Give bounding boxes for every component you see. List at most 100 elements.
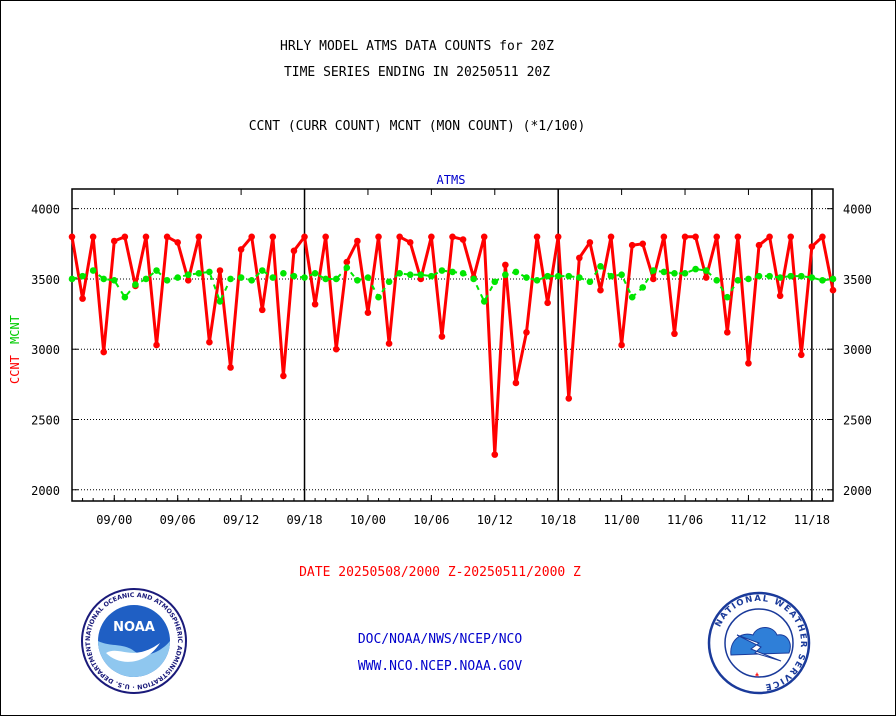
data-point-ccnt: [290, 247, 298, 255]
data-point-mcnt: [258, 267, 266, 274]
data-point-mcnt: [343, 264, 351, 272]
data-point-mcnt: [68, 275, 76, 283]
data-point-ccnt: [650, 275, 657, 283]
data-point-ccnt: [766, 233, 773, 241]
data-point-ccnt: [607, 233, 615, 241]
data-point-ccnt: [375, 233, 382, 241]
data-point-ccnt: [227, 364, 234, 371]
x-tick-label: 09/00: [96, 513, 132, 527]
data-point-mcnt: [512, 268, 520, 276]
data-point-ccnt: [660, 233, 668, 241]
data-point-mcnt: [132, 281, 139, 288]
y-tick-label: 3500: [31, 273, 60, 287]
data-point-ccnt: [544, 299, 551, 307]
data-point-ccnt: [787, 233, 795, 241]
data-point-mcnt: [206, 268, 213, 276]
data-point-mcnt: [480, 298, 488, 305]
data-point-ccnt: [808, 243, 816, 250]
data-point-ccnt: [702, 274, 710, 281]
data-point-mcnt: [660, 268, 668, 276]
x-tick-label: 11/12: [730, 513, 766, 527]
data-point-ccnt: [343, 258, 351, 266]
data-point-ccnt: [819, 233, 826, 241]
data-point-ccnt: [184, 277, 192, 284]
data-point-ccnt: [311, 300, 319, 308]
data-point-ccnt: [89, 233, 97, 241]
data-point-ccnt: [565, 395, 573, 402]
data-point-mcnt: [618, 271, 625, 279]
data-point-mcnt: [428, 272, 435, 280]
data-point-ccnt: [480, 233, 488, 241]
data-point-ccnt: [364, 309, 372, 316]
data-point-mcnt: [755, 272, 763, 280]
data-point-ccnt: [110, 237, 118, 245]
nws-logo: NATIONAL WEATHER SERVICE: [707, 591, 811, 695]
data-point-ccnt: [618, 341, 625, 349]
data-point-ccnt: [121, 233, 129, 241]
data-point-mcnt: [692, 265, 699, 273]
data-point-ccnt: [332, 345, 340, 353]
data-point-mcnt: [385, 278, 393, 286]
data-point-mcnt: [417, 271, 425, 279]
data-point-mcnt: [797, 272, 805, 280]
x-tick-label: 11/06: [667, 513, 703, 527]
data-point-mcnt: [491, 278, 499, 286]
footer-url[interactable]: WWW.NCO.NCEP.NOAA.GOV: [357, 659, 523, 674]
data-point-mcnt: [576, 274, 583, 281]
x-tick-label: 09/06: [160, 513, 196, 527]
data-point-ccnt: [797, 351, 805, 359]
data-point-mcnt: [554, 272, 562, 280]
chart-title: HRLY MODEL ATMS DATA COUNTS for 20Z: [280, 39, 554, 54]
data-point-mcnt: [628, 293, 636, 301]
data-point-ccnt: [724, 329, 731, 336]
data-point-mcnt: [121, 293, 129, 301]
data-point-mcnt: [322, 275, 329, 283]
data-point-mcnt: [787, 272, 795, 280]
data-point-ccnt: [438, 333, 446, 340]
data-point-mcnt: [819, 277, 826, 284]
data-point-mcnt: [89, 267, 97, 274]
data-point-ccnt: [502, 261, 509, 269]
data-point-mcnt: [533, 277, 541, 284]
data-point-ccnt: [354, 237, 361, 245]
data-point-ccnt: [554, 233, 562, 241]
data-point-ccnt: [206, 338, 213, 346]
data-point-mcnt: [776, 274, 784, 281]
x-tick-label: 11/00: [604, 513, 640, 527]
data-point-ccnt: [195, 233, 203, 241]
data-point-mcnt: [702, 267, 710, 274]
data-point-ccnt: [586, 239, 594, 246]
y-tick-label-right: 4000: [843, 203, 872, 217]
x-tick-label: 10/12: [477, 513, 513, 527]
data-point-ccnt: [449, 233, 456, 241]
data-point-mcnt: [216, 298, 224, 305]
data-point-mcnt: [671, 270, 678, 277]
data-point-mcnt: [523, 274, 530, 281]
data-point-mcnt: [332, 275, 340, 283]
data-point-mcnt: [544, 272, 551, 280]
data-point-ccnt: [142, 233, 150, 241]
data-point-mcnt: [808, 274, 816, 281]
x-tick-label: 09/18: [286, 513, 322, 527]
y-tick-label: 4000: [31, 203, 60, 217]
data-point-ccnt: [385, 340, 393, 347]
data-point-ccnt: [396, 233, 403, 241]
data-point-mcnt: [449, 268, 456, 276]
legend-text: CCNT (CURR COUNT) MCNT (MON COUNT) (*1/1…: [248, 119, 586, 134]
data-point-ccnt: [512, 379, 520, 387]
footer-agency[interactable]: DOC/NOAA/NWS/NCEP/NCO: [357, 632, 523, 647]
data-point-ccnt: [237, 246, 245, 253]
x-tick-label: 10/06: [413, 513, 449, 527]
data-point-ccnt: [216, 267, 224, 274]
data-point-mcnt: [502, 271, 509, 279]
data-point-mcnt: [438, 267, 446, 274]
data-point-mcnt: [650, 267, 657, 274]
data-point-mcnt: [195, 270, 203, 277]
data-point-mcnt: [311, 270, 319, 277]
data-point-mcnt: [396, 270, 403, 277]
data-point-mcnt: [364, 274, 372, 281]
data-point-mcnt: [766, 272, 773, 280]
data-point-ccnt: [301, 233, 308, 241]
